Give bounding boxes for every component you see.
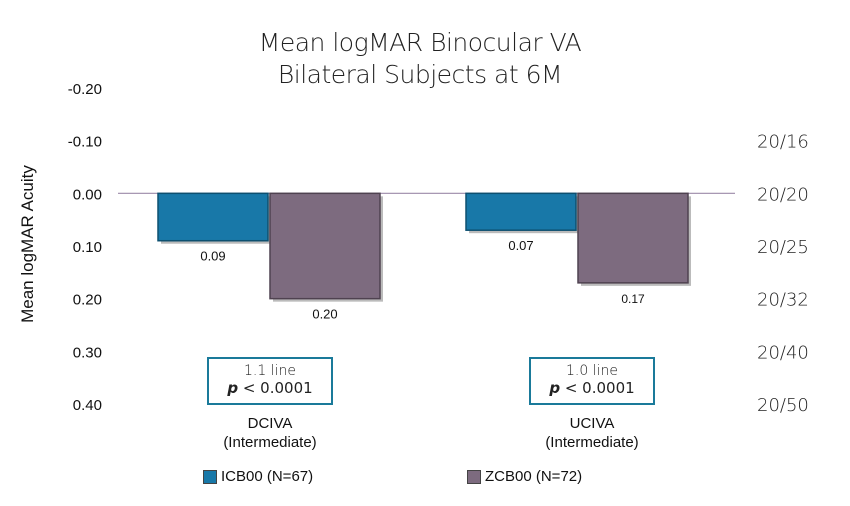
data-label: 0.07 <box>508 238 533 253</box>
annotation-line-text: 1.0 line <box>566 363 618 379</box>
legend-swatch-zcb00 <box>467 469 481 484</box>
chart-title-line-1: Mean logMAR Binocular VA <box>258 28 582 57</box>
secondary-axis-label: 20/25 <box>757 237 809 258</box>
annotation-box-2: 1.0 line p < 0.0001 <box>529 357 655 405</box>
category-label-uciva: UCIVA (Intermediate) <box>545 415 639 451</box>
chart-title-line-2: Bilateral Subjects at 6M <box>277 60 563 89</box>
p-value: < 0.0001 <box>238 379 313 397</box>
p-label: p <box>549 379 561 397</box>
secondary-axis-label: 20/16 <box>757 132 809 153</box>
annotation-box-1: 1.1 line p < 0.0001 <box>207 357 333 405</box>
y-tick-label: 0.30 <box>73 344 102 361</box>
y-tick-label: 0.40 <box>73 397 102 414</box>
data-label: 0.20 <box>312 307 337 322</box>
bar-icb00 <box>465 192 577 231</box>
y-tick-label: -0.10 <box>68 134 102 151</box>
bar-icb00 <box>157 192 269 242</box>
y-tick-label: 0.00 <box>73 186 102 203</box>
legend-swatch-icb00 <box>203 469 217 484</box>
bar-zcb00 <box>269 192 381 300</box>
bar-zcb00 <box>577 192 689 284</box>
p-value: < 0.0001 <box>560 379 635 397</box>
secondary-axis-label: 20/40 <box>757 342 809 363</box>
secondary-axis-label: 20/20 <box>757 184 809 205</box>
data-label: 0.17 <box>621 292 645 306</box>
data-label: 0.09 <box>200 249 225 264</box>
y-tick-label: 0.10 <box>73 239 102 256</box>
annotation-line-text: 1.1 line <box>244 363 296 379</box>
y-tick-label: -0.20 <box>68 81 102 98</box>
p-label: p <box>227 379 239 397</box>
legend-item-zcb00: ZCB00 (N=72) <box>467 468 582 485</box>
category-label-dciva: DCIVA (Intermediate) <box>223 415 317 451</box>
legend-item-icb00: ICB00 (N=67) <box>203 468 313 485</box>
y-tick-label: 0.20 <box>73 292 102 309</box>
secondary-axis-label: 20/32 <box>757 290 809 311</box>
secondary-axis-label: 20/50 <box>757 395 809 416</box>
